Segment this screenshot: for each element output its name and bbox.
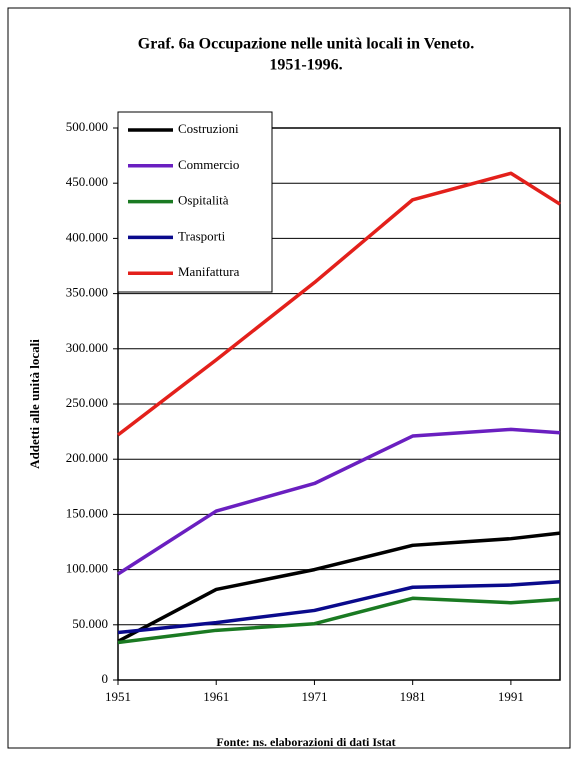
x-tick-label: 1991 <box>498 689 524 704</box>
chart-subtitle: 1951-1996. <box>269 57 342 74</box>
legend-label: Manifattura <box>178 264 240 279</box>
x-tick-label: 1981 <box>400 689 426 704</box>
x-tick-label: 1961 <box>203 689 229 704</box>
y-tick-label: 450.000 <box>66 174 108 189</box>
series-line <box>117 596 561 645</box>
series-line <box>117 531 561 643</box>
x-tick-label: 1951 <box>105 689 131 704</box>
frame <box>7 7 571 749</box>
y-tick-label: 100.000 <box>66 561 108 576</box>
y-tick-label: 250.000 <box>66 395 108 410</box>
legend-box <box>117 111 273 293</box>
legend-label: Ospitalità <box>178 193 229 208</box>
legend-label: Costruzioni <box>178 121 239 136</box>
y-tick-label: 350.000 <box>66 285 108 300</box>
y-tick-label: 400.000 <box>66 229 108 244</box>
series-line <box>117 579 561 635</box>
y-axis-label: Addetti alle unità locali <box>27 339 42 469</box>
series-line <box>116 171 561 437</box>
y-tick-label: 150.000 <box>66 505 108 520</box>
series-line <box>117 427 561 576</box>
y-tick-label: 300.000 <box>66 340 108 355</box>
y-tick-label: 500.000 <box>66 119 108 134</box>
chart-title: Graf. 6a Occupazione nelle unità locali … <box>138 36 474 53</box>
y-tick-label: 0 <box>102 671 109 686</box>
legend-label: Commercio <box>178 157 239 172</box>
legend-label: Trasporti <box>178 228 226 243</box>
y-tick-label: 50.000 <box>72 616 108 631</box>
source-note: Fonte: ns. elaborazioni di dati Istat <box>216 735 395 749</box>
x-tick-label: 1971 <box>301 689 327 704</box>
y-tick-label: 200.000 <box>66 450 108 465</box>
